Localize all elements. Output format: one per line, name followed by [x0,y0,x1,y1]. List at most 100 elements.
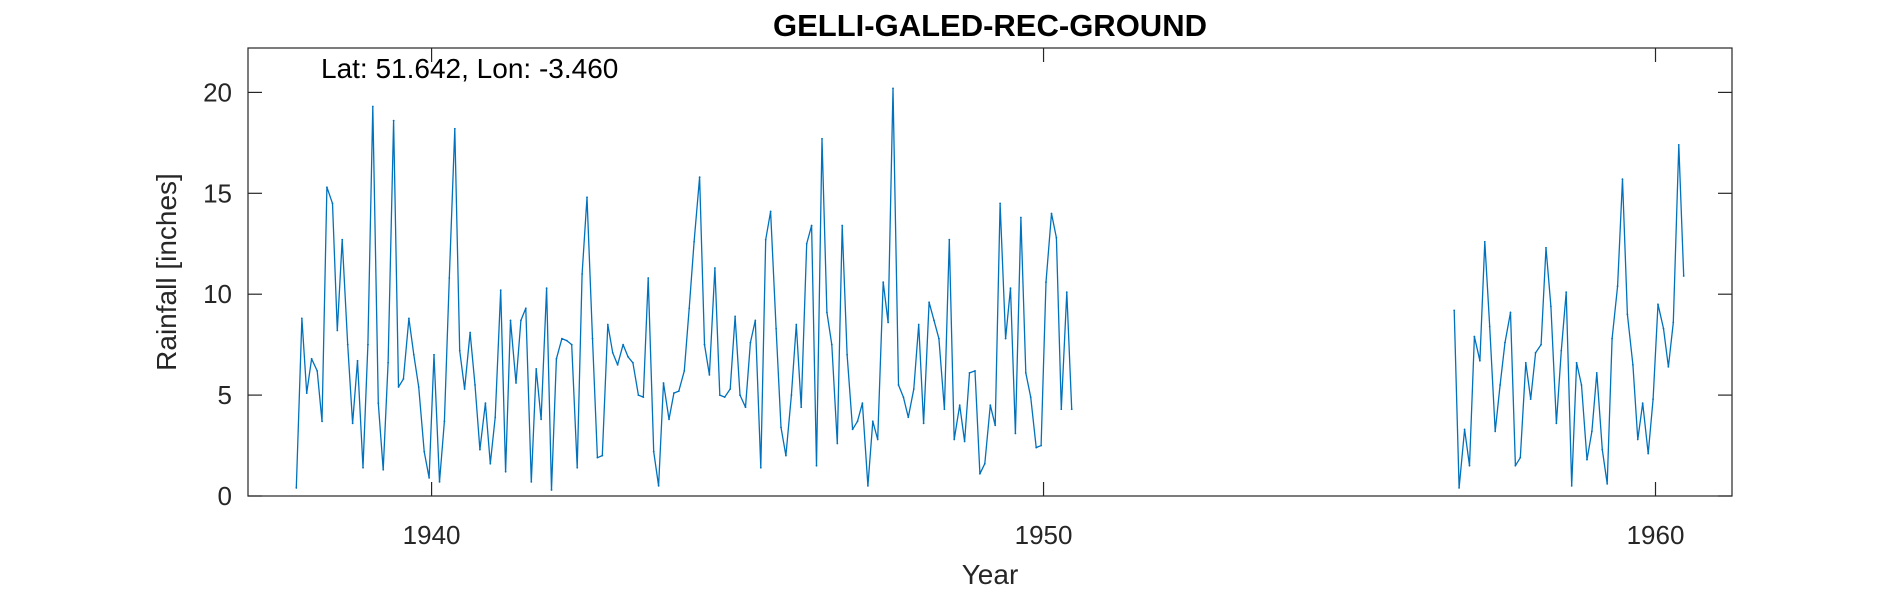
location-annotation: Lat: 51.642, Lon: -3.460 [321,53,618,84]
data-point [591,337,594,340]
data-point [718,394,721,396]
data-point [545,287,548,290]
axes-box [247,47,1733,497]
y-tick-label: 5 [218,380,232,410]
data-point [1545,246,1547,249]
data-point [983,462,986,465]
data-point [1555,422,1558,425]
data-point [1029,396,1032,399]
data-point [474,384,476,386]
data-point [1560,349,1563,352]
data-point [316,369,319,372]
x-axis-label: Year [962,559,1019,590]
data-point [1524,361,1527,364]
rainfall-series-line-2 [1453,144,1685,489]
data-point [953,438,956,441]
data-point [968,372,971,374]
data-point [739,394,741,396]
data-point [576,466,579,469]
data-point [550,489,553,491]
data-point [729,388,732,390]
data-point [668,418,670,421]
data-point [1641,402,1644,405]
data-point [1529,398,1532,401]
data-point [530,480,533,483]
data-point [402,378,405,380]
data-point [1565,291,1568,294]
data-point [1499,384,1501,386]
data-point [1070,408,1073,411]
data-point [336,329,339,332]
data-point [861,402,864,405]
data-point [1040,444,1042,447]
data-point [479,448,481,451]
data-point [1534,351,1537,354]
data-point [948,238,951,241]
data-point [902,396,905,399]
data-point [1514,464,1517,467]
data-point [1494,430,1497,433]
y-tick-label: 10 [203,279,232,309]
data-point [397,386,400,388]
data-point [892,87,894,90]
data-point [989,404,992,407]
data-point [570,343,573,346]
data-point [994,424,997,427]
data-point [331,202,334,205]
data-point [1463,428,1466,431]
data-point [943,408,946,411]
data-point [463,388,466,390]
x-tick-label: 1940 [403,520,461,550]
data-point [1035,446,1038,449]
chart-title: GELLI-GALED-REC-GROUND [773,8,1207,43]
data-point [836,442,839,445]
data-point [601,454,604,457]
data-point [622,343,625,346]
data-point [800,406,803,409]
data-point [367,343,369,346]
data-point [714,267,716,269]
data-point [448,277,451,279]
data-point [555,357,558,360]
data-point [1473,335,1476,338]
data-point [744,406,747,409]
data-point [1478,359,1481,362]
data-point [627,355,629,358]
data-point [310,357,313,360]
data-point [882,281,885,283]
y-tick-label: 20 [203,77,232,107]
data-point [1453,309,1456,312]
data-point [841,224,844,227]
data-point [805,242,808,245]
y-tick-label: 15 [203,178,232,208]
data-point [830,343,833,346]
data-point [769,210,772,213]
data-point [1657,303,1659,306]
data-point [540,418,543,421]
data-point [1580,384,1583,386]
data-point [677,390,680,392]
data-point [1509,311,1512,314]
data-point [815,464,818,467]
data-point [999,202,1001,205]
data-point [810,224,813,227]
data-point [876,438,879,441]
data-point [1065,291,1068,294]
data-point [1621,178,1624,181]
data-point [764,238,767,241]
data-point [928,301,931,304]
data-point [356,359,359,362]
data-point [637,394,640,396]
data-point [1611,337,1613,340]
data-point [469,331,472,334]
data-point [974,369,976,372]
data-point [484,402,487,405]
data-point [392,119,395,122]
data-point [509,319,512,322]
data-point [1004,337,1007,340]
data-point [708,374,711,376]
data-point [1483,240,1486,243]
data-point [305,392,308,394]
data-point [561,337,563,340]
